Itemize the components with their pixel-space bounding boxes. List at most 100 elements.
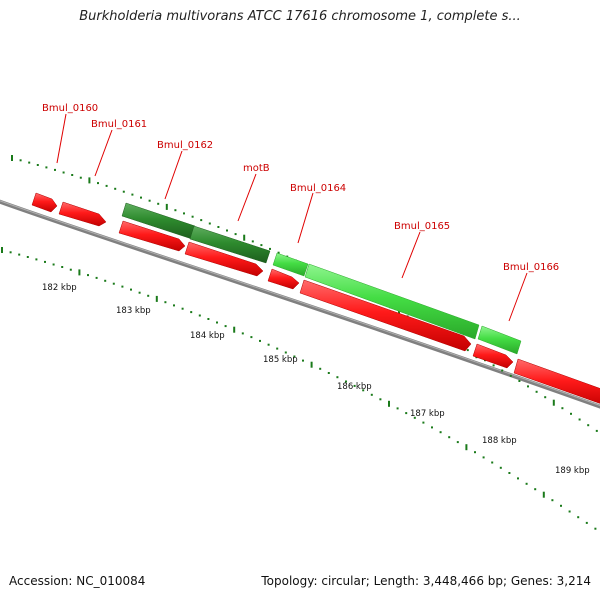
major-tick [165, 203, 168, 210]
major-tick [398, 308, 400, 315]
minor-tick [527, 385, 529, 388]
minor-tick [217, 226, 220, 228]
label-line-bmul-0164 [297, 192, 314, 244]
tick-label-182-kbp: 182 kbp [42, 283, 77, 293]
minor-tick [97, 182, 99, 185]
major-tick [88, 177, 91, 184]
minor-tick [466, 349, 469, 352]
minor-tick [594, 527, 597, 530]
minor-tick [501, 369, 504, 372]
minor-tick [130, 288, 132, 291]
minor-tick [396, 407, 399, 410]
minor-tick [508, 472, 511, 474]
minor-tick [551, 499, 554, 502]
minor-tick [431, 426, 433, 429]
label-line-bmul-0162 [164, 150, 183, 200]
minor-tick [405, 412, 408, 415]
major-tick [243, 234, 246, 241]
minor-tick [518, 380, 521, 382]
minor-tick [79, 176, 82, 179]
tick-label-189-kbp: 189 kbp [555, 466, 590, 476]
forward-strand-features [121, 202, 522, 355]
minor-tick [345, 380, 347, 383]
minor-tick [28, 161, 31, 164]
minor-tick [157, 202, 160, 205]
minor-tick [544, 396, 547, 399]
red-feature [184, 241, 264, 277]
major-tick [155, 295, 158, 302]
minor-tick [224, 325, 227, 328]
minor-tick [587, 424, 590, 427]
red-feature [31, 192, 58, 213]
minor-tick [284, 351, 287, 354]
gene-label-bmul-0166: Bmul_0166 [503, 262, 559, 273]
minor-tick [52, 263, 55, 266]
red-feature [58, 201, 107, 227]
tick-label-184-kbp: 184 kbp [190, 331, 225, 341]
tick-label-188-kbp: 188 kbp [482, 436, 517, 446]
minor-tick [336, 376, 339, 379]
minor-tick [491, 461, 494, 464]
minor-tick [259, 339, 261, 342]
minor-tick [595, 429, 598, 432]
minor-tick [534, 488, 537, 491]
minor-tick [62, 171, 65, 174]
kbp-tick-labels: 182 kbp 183 kbp 184 kbp 185 kbp 186 kbp … [42, 283, 590, 476]
minor-tick [181, 307, 184, 310]
major-tick [78, 269, 81, 276]
minor-tick [413, 416, 416, 419]
minor-tick [277, 251, 280, 254]
minor-tick [26, 256, 29, 258]
minor-tick [19, 159, 22, 162]
minor-tick [36, 164, 39, 166]
minor-tick [353, 384, 356, 387]
minor-tick [525, 482, 528, 485]
minor-tick [422, 421, 425, 424]
minor-tick [241, 332, 244, 335]
minor-tick [250, 336, 253, 339]
major-tick [11, 155, 13, 161]
major-tick [465, 444, 468, 451]
minor-tick [578, 418, 581, 421]
minor-tick [9, 251, 12, 254]
topology-summary: Topology: circular; Length: 3,448,466 bp… [261, 574, 591, 588]
minor-tick [164, 301, 167, 304]
label-line-bmul-0161 [94, 129, 113, 177]
minor-tick [535, 390, 538, 393]
chromosome-backbone-highlight [0, 200, 600, 406]
minor-tick [138, 291, 141, 294]
minor-tick [174, 209, 177, 212]
minor-tick [54, 168, 56, 171]
red-feature [118, 220, 186, 252]
minor-tick [379, 398, 382, 401]
minor-tick [131, 193, 134, 196]
minor-tick [147, 294, 150, 297]
minor-tick [114, 187, 117, 190]
minor-tick [183, 212, 185, 215]
minor-tick [200, 219, 203, 222]
tick-label-185-kbp: 185 kbp [263, 355, 298, 365]
label-line-bmul-0165 [401, 231, 421, 279]
minor-tick [448, 436, 451, 439]
gene-label-bmul-0164: Bmul_0164 [290, 183, 346, 194]
minor-tick [293, 355, 296, 358]
label-line-bmul-0160 [56, 113, 67, 164]
minor-tick [370, 393, 373, 396]
minor-tick [499, 466, 502, 469]
tick-label-187-kbp: 187 kbp [410, 409, 445, 419]
minor-tick [585, 521, 588, 524]
gene-label-motb: motB [243, 163, 270, 174]
minor-tick [104, 279, 107, 282]
minor-tick [276, 347, 279, 350]
gene-feature-bmul-0164 [272, 252, 309, 277]
minor-tick [216, 321, 218, 324]
minor-tick [568, 510, 571, 513]
gene-label-bmul-0161: Bmul_0161 [91, 119, 147, 130]
gene-feature-bmul-0165 [304, 263, 480, 340]
red-feature [267, 268, 300, 290]
gene-feature-bmul-0166 [477, 325, 522, 355]
minor-tick [148, 199, 151, 202]
minor-tick [105, 184, 108, 187]
minor-tick [362, 389, 365, 392]
